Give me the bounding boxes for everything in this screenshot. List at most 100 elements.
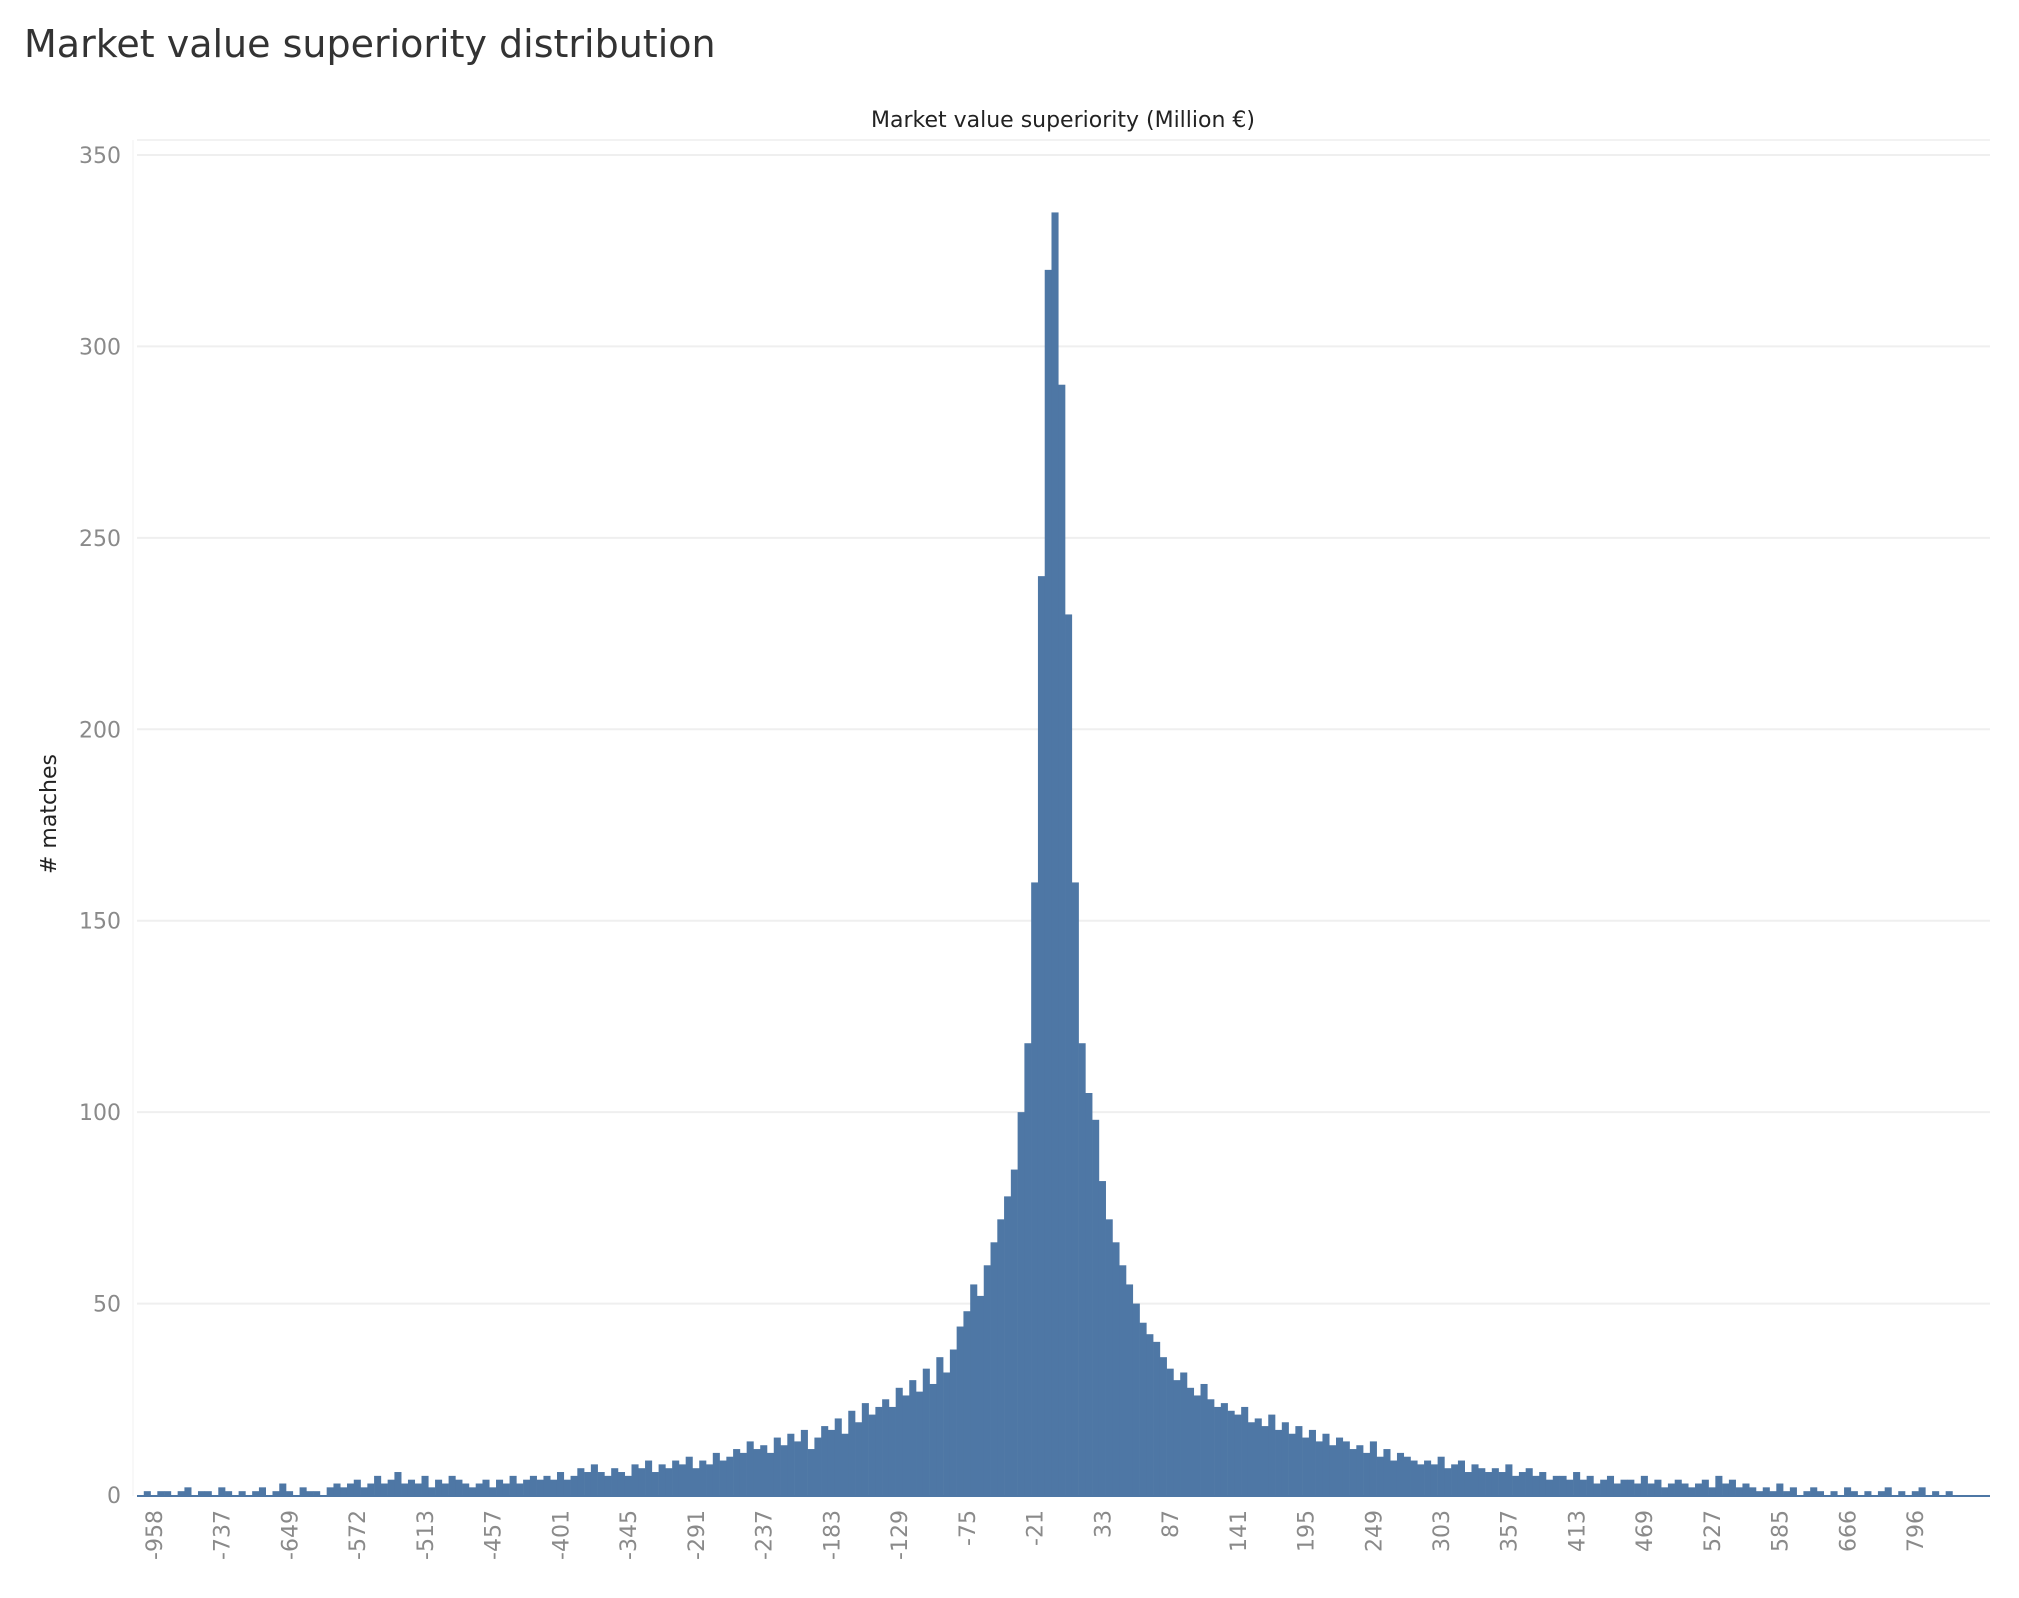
histogram-bar <box>983 1265 991 1495</box>
x-tick-label: -183 <box>820 1510 845 1560</box>
histogram-bar <box>1186 1387 1195 1495</box>
histogram-bar <box>1695 1483 1703 1495</box>
histogram-bar <box>1945 1491 1953 1495</box>
histogram-bar <box>1864 1491 1872 1495</box>
histogram-bar <box>1322 1433 1330 1495</box>
histogram-bar <box>428 1487 436 1495</box>
histogram-bar <box>1281 1422 1289 1495</box>
y-tick-label: 250 <box>79 527 121 552</box>
histogram-bar <box>1491 1468 1499 1495</box>
histogram-bar <box>1803 1491 1811 1495</box>
histogram-bar <box>509 1475 517 1495</box>
histogram-bar <box>468 1487 476 1495</box>
histogram-bar <box>1600 1479 1608 1495</box>
histogram-bar <box>1566 1479 1574 1495</box>
histogram-bar <box>1776 1483 1784 1495</box>
histogram-bar <box>1911 1491 1919 1495</box>
histogram-bar <box>496 1479 504 1495</box>
histogram-bar <box>1810 1487 1818 1495</box>
histogram-bar <box>164 1491 172 1495</box>
histogram-bar <box>800 1429 808 1495</box>
histogram-bar <box>225 1491 233 1495</box>
histogram-bar <box>523 1479 531 1495</box>
histogram-bar <box>922 1368 930 1495</box>
histogram-bar <box>895 1387 903 1495</box>
histogram-bar <box>1884 1487 1892 1495</box>
histogram-bar <box>1119 1265 1127 1495</box>
histogram-bar <box>299 1487 307 1495</box>
histogram-bar <box>1525 1468 1533 1495</box>
histogram-bar <box>1918 1487 1926 1495</box>
histogram-bar <box>570 1475 578 1495</box>
histogram-bar <box>604 1475 612 1495</box>
x-tick-label: 141 <box>1227 1510 1252 1552</box>
histogram-bar <box>1315 1441 1323 1495</box>
histogram-bar <box>414 1483 422 1495</box>
histogram-bar <box>882 1399 890 1495</box>
histogram-bar <box>1112 1242 1120 1495</box>
histogram-bar <box>888 1406 896 1495</box>
histogram-bar <box>1024 1043 1032 1495</box>
histogram-bar <box>374 1475 382 1495</box>
histogram-bar <box>746 1441 754 1495</box>
histogram-bar <box>719 1460 727 1495</box>
histogram-bar <box>1606 1475 1615 1495</box>
histogram-bar <box>502 1483 510 1495</box>
histogram-bar <box>861 1403 869 1495</box>
histogram-bar <box>970 1284 978 1495</box>
histogram-bar <box>1146 1334 1154 1495</box>
histogram-bar <box>204 1491 212 1495</box>
histogram-bar <box>1173 1380 1181 1495</box>
histogram-bar <box>1620 1479 1628 1495</box>
histogram-bar <box>577 1468 585 1495</box>
histogram-bar <box>1214 1406 1222 1495</box>
x-tick-label: 303 <box>1430 1510 1455 1552</box>
histogram-bar <box>1105 1219 1113 1495</box>
histogram-bar <box>1193 1395 1201 1495</box>
histogram-bar <box>929 1383 937 1495</box>
histogram-bar <box>773 1437 781 1495</box>
histogram-bar <box>821 1426 829 1495</box>
histogram-bar <box>218 1487 226 1495</box>
histogram-bar <box>1207 1399 1215 1495</box>
y-tick-label: 300 <box>79 335 121 360</box>
histogram-bar <box>1044 269 1052 1495</box>
histogram-bar <box>1559 1475 1567 1495</box>
histogram-bar <box>1288 1433 1296 1495</box>
histogram-bar <box>448 1475 456 1495</box>
histogram-bar <box>766 1452 775 1495</box>
histogram-bar <box>1403 1456 1411 1495</box>
histogram-bar <box>1275 1429 1283 1495</box>
histogram-bar <box>651 1472 659 1495</box>
histogram-bar <box>638 1468 646 1495</box>
histogram-bar <box>1200 1383 1208 1495</box>
histogram-bar <box>1613 1483 1621 1495</box>
histogram-bar <box>184 1487 192 1495</box>
histogram-bar <box>1302 1437 1310 1495</box>
histogram-bar <box>1545 1479 1554 1495</box>
histogram-bar <box>1640 1475 1648 1495</box>
histogram-bar <box>536 1479 544 1495</box>
histogram-bar <box>1390 1460 1398 1495</box>
histogram-bar <box>394 1472 402 1495</box>
histogram-bar <box>279 1483 287 1495</box>
histogram-bar <box>1485 1472 1493 1495</box>
histogram-bar <box>435 1479 443 1495</box>
histogram-bar <box>1051 212 1059 1496</box>
histogram-bar <box>157 1491 165 1495</box>
histogram-bar <box>590 1464 598 1495</box>
histogram-bar <box>1132 1303 1140 1495</box>
histogram-bar <box>1850 1491 1858 1495</box>
histogram-bar <box>963 1311 971 1495</box>
histogram-bar <box>482 1479 490 1495</box>
histogram-bar <box>1512 1475 1520 1495</box>
histogram-bar <box>1430 1464 1438 1495</box>
x-tick-label: -401 <box>549 1510 574 1560</box>
histogram-bar <box>1762 1487 1770 1495</box>
histogram-bar <box>1424 1460 1432 1495</box>
histogram-bar <box>909 1380 917 1495</box>
histogram-bar <box>624 1475 632 1495</box>
histogram-bar <box>387 1479 395 1495</box>
histogram-bar <box>1674 1479 1682 1495</box>
histogram-bar <box>1410 1460 1418 1495</box>
